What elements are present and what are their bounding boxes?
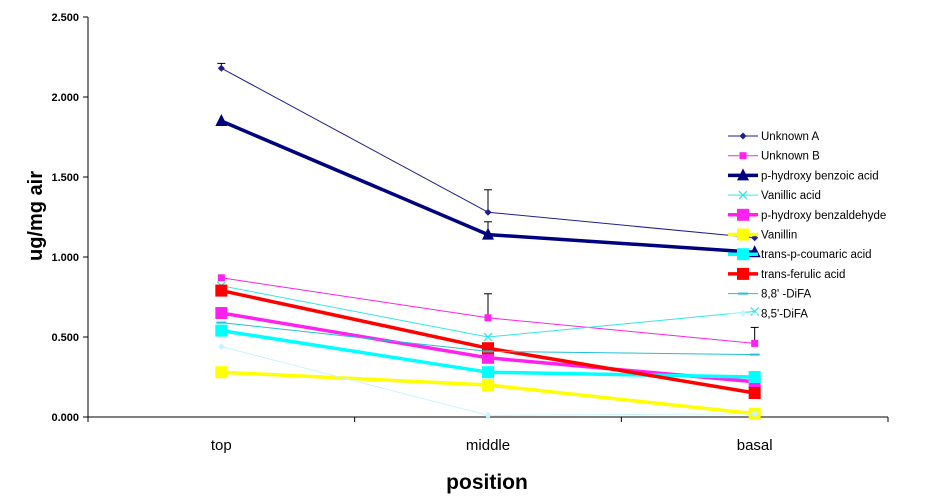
series-7 <box>215 324 761 383</box>
y-tick-label: 0.500 <box>51 332 79 344</box>
x-tick-label: middle <box>466 437 510 454</box>
legend-swatch-marker <box>739 309 747 317</box>
y-tick-label: 1.500 <box>51 172 79 184</box>
series-9 <box>216 321 760 356</box>
data-point <box>484 314 492 322</box>
data-point <box>751 410 759 418</box>
y-tick-label: 1.000 <box>51 252 79 264</box>
data-point <box>215 366 228 379</box>
data-point <box>217 64 225 72</box>
legend-item-6: Vanillin <box>728 228 797 242</box>
legend-item-9: 8,8' -DiFA <box>728 289 811 301</box>
data-point <box>482 351 494 364</box>
data-point <box>748 371 761 383</box>
legend-swatch-marker <box>739 132 747 140</box>
legend-label: trans-ferulic acid <box>761 269 845 281</box>
data-point <box>750 306 760 316</box>
data-point <box>482 379 494 391</box>
legend-item-5: p-hydroxy benzaldehyde <box>728 208 886 222</box>
data-point <box>751 339 759 347</box>
legend: Unknown A Unknown B p-hydroxy benzoic acid… <box>728 131 886 320</box>
axes: 0.000 0.500 1.000 1.500 2.000 2.500 top middle b… <box>51 12 889 454</box>
legend-item-1: Unknown A <box>728 131 820 143</box>
x-axis-title: position <box>446 471 528 494</box>
data-point <box>215 324 228 337</box>
data-point <box>483 332 493 342</box>
legend-item-3: p-hydroxy benzoic acid <box>728 168 879 182</box>
legend-item-8: trans-ferulic acid <box>728 267 845 281</box>
data-point <box>215 284 228 297</box>
legend-label: trans-p-coumaric acid <box>761 249 872 261</box>
legend-label: Unknown B <box>761 151 820 163</box>
legend-item-10: 8,5'-DiFA <box>728 308 808 320</box>
legend-label: Unknown A <box>761 131 820 143</box>
data-point <box>215 307 228 319</box>
y-axis-title: ug/mg air <box>25 171 47 261</box>
data-point <box>748 387 761 399</box>
data-point <box>484 208 492 216</box>
legend-item-2: Unknown B <box>728 151 820 163</box>
data-point <box>482 366 494 379</box>
x-tick-label: basal <box>737 437 773 454</box>
legend-label: Vanillin <box>761 230 797 242</box>
data-point <box>484 411 492 419</box>
data-point <box>217 274 225 282</box>
legend-swatch-marker <box>737 168 749 181</box>
series-3 <box>215 114 761 258</box>
series-2 <box>217 274 759 347</box>
legend-label: p-hydroxy benzaldehyde <box>761 210 886 222</box>
legend-item-4: Vanillic acid <box>728 190 821 202</box>
legend-swatch-marker <box>739 152 747 160</box>
legend-swatch-marker <box>737 248 749 261</box>
legend-swatch-marker <box>737 228 749 241</box>
legend-label: 8,8' -DiFA <box>761 289 811 301</box>
legend-item-7: trans-p-coumaric acid <box>728 248 872 261</box>
series-1 <box>217 62 759 242</box>
legend-label: 8,5'-DiFA <box>761 308 808 320</box>
legend-swatch-marker <box>737 208 749 221</box>
series-layer <box>215 62 761 420</box>
legend-swatch-marker <box>738 190 748 200</box>
data-point <box>482 227 494 240</box>
x-tick-label: top <box>211 437 232 454</box>
data-point <box>217 343 225 351</box>
y-tick-label: 0.000 <box>51 412 79 424</box>
legend-label: Vanillic acid <box>761 190 821 202</box>
y-tick-label: 2.500 <box>51 12 79 24</box>
data-point <box>482 342 494 355</box>
data-point <box>215 114 228 126</box>
legend-label: p-hydroxy benzoic acid <box>761 170 879 182</box>
y-tick-label: 2.000 <box>51 92 79 104</box>
series-10 <box>217 343 759 419</box>
legend-swatch-marker <box>737 267 749 280</box>
